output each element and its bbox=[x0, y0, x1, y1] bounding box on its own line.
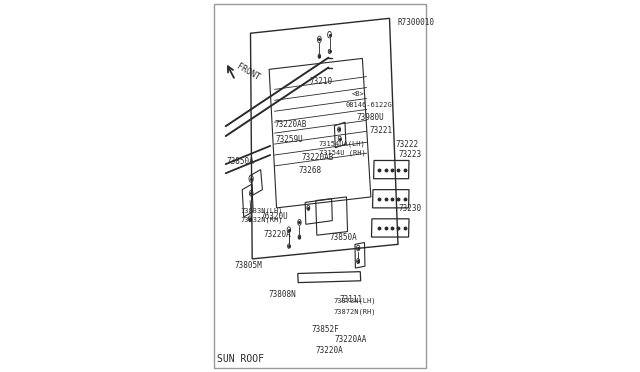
Text: 73220AB: 73220AB bbox=[302, 153, 334, 162]
Text: 73980U: 73980U bbox=[356, 113, 384, 122]
Text: 73230: 73230 bbox=[399, 204, 422, 213]
Text: SUN ROOF: SUN ROOF bbox=[217, 354, 264, 364]
Text: 73223: 73223 bbox=[399, 150, 422, 158]
Text: 73268: 73268 bbox=[299, 166, 322, 175]
Text: 73220AB: 73220AB bbox=[275, 121, 307, 129]
Text: 73873N(LH): 73873N(LH) bbox=[334, 297, 376, 304]
Text: FRONT: FRONT bbox=[236, 62, 261, 82]
Text: 73220A: 73220A bbox=[316, 346, 344, 355]
Text: 73220A: 73220A bbox=[264, 230, 292, 239]
Text: 08146-6122G: 08146-6122G bbox=[346, 102, 392, 108]
Text: 76320U: 76320U bbox=[260, 212, 289, 221]
Text: 73111: 73111 bbox=[339, 295, 362, 304]
Text: 73222: 73222 bbox=[396, 141, 419, 150]
Text: 73220AA: 73220AA bbox=[335, 336, 367, 344]
Text: 73852F: 73852F bbox=[312, 324, 339, 334]
Text: 73210: 73210 bbox=[309, 77, 333, 86]
Text: 73833N(LH): 73833N(LH) bbox=[241, 208, 283, 214]
Text: 73808N: 73808N bbox=[268, 290, 296, 299]
Text: 73154UA(LH): 73154UA(LH) bbox=[319, 141, 365, 147]
Text: <B>: <B> bbox=[352, 91, 365, 97]
Text: 73850A: 73850A bbox=[330, 233, 357, 243]
Text: 73221: 73221 bbox=[370, 126, 393, 135]
Text: 73805M: 73805M bbox=[234, 261, 262, 270]
Text: R7300010: R7300010 bbox=[397, 18, 435, 27]
Text: 73154U (RH): 73154U (RH) bbox=[319, 150, 365, 156]
Text: 73850A: 73850A bbox=[227, 157, 255, 166]
Text: 73259U: 73259U bbox=[275, 135, 303, 144]
Text: 73832N(RH): 73832N(RH) bbox=[241, 217, 283, 224]
Text: 73872N(RH): 73872N(RH) bbox=[334, 308, 376, 315]
